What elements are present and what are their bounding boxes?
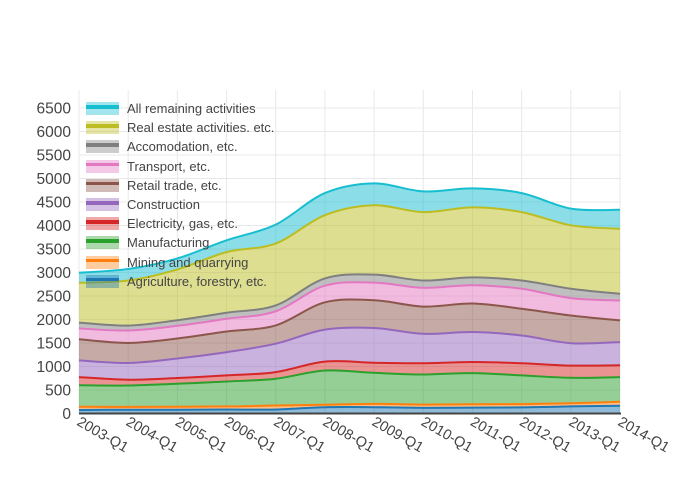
legend-item-mining-and-quarrying[interactable]: Mining and quarrying — [86, 253, 274, 272]
y-tick-label: 3000 — [37, 265, 72, 282]
legend-item-electricity-gas-etc[interactable]: Electricity, gas, etc. — [86, 214, 274, 233]
y-tick-label: 500 — [45, 383, 71, 400]
area-boundary-line-8 — [78, 204, 621, 284]
legend-item-real-estate-activities-etc[interactable]: Real estate activities. etc. — [86, 118, 274, 137]
y-tick-label: 2500 — [37, 289, 72, 306]
area-band-4 — [79, 327, 620, 380]
legend-label: Retail trade, etc. — [127, 177, 222, 193]
y-tick-label: 1500 — [37, 336, 72, 353]
area-boundary-line-3 — [78, 360, 621, 381]
area-boundary-line-7 — [78, 273, 621, 327]
legend-label: Accomodation, etc. — [127, 139, 238, 155]
legend-swatch-line — [86, 143, 119, 147]
legend-label: All remaining activities — [127, 101, 256, 117]
area-band-8 — [79, 205, 620, 326]
area-band-5 — [79, 299, 620, 364]
y-tick-label: 4000 — [37, 218, 72, 235]
legend-item-accomodation-etc[interactable]: Accomodation, etc. — [86, 137, 274, 156]
legend-item-manufacturing[interactable]: Manufacturing — [86, 233, 274, 252]
legend-label: Real estate activities. etc. — [127, 120, 275, 136]
x-tick-label: 2014-Q1 — [615, 414, 672, 456]
y-tick-label: 0 — [62, 406, 71, 423]
legend-swatch-line — [86, 201, 119, 205]
y-tick-label: 3500 — [37, 242, 72, 259]
legend-item-agriculture-forestry-etc[interactable]: Agriculture, forestry, etc. — [86, 272, 274, 291]
x-tick-label: 2005-Q1 — [172, 414, 229, 456]
legend-label: Mining and quarrying — [127, 254, 249, 270]
x-tick-label: 2010-Q1 — [418, 414, 475, 456]
area-boundary-line-1 — [78, 400, 621, 408]
y-tick-label: 5500 — [37, 148, 72, 165]
legend-label: Electricity, gas, etc. — [127, 216, 239, 232]
y-tick-label: 5000 — [37, 171, 72, 188]
legend-swatch-icon — [86, 274, 119, 288]
legend-swatch-line — [86, 258, 119, 263]
area-band-9 — [79, 183, 620, 283]
legend-swatch-line — [86, 220, 119, 224]
legend-item-transport-etc[interactable]: Transport, etc. — [86, 157, 274, 176]
legend-label: Transport, etc. — [127, 158, 211, 174]
legend-swatch-icon — [86, 198, 119, 212]
legend-swatch-icon — [86, 236, 119, 250]
legend: All remaining activities Real estate acti… — [86, 99, 274, 291]
x-tick-label: 2007-Q1 — [271, 414, 328, 456]
y-tick-label: 1000 — [37, 359, 72, 376]
x-tick-label: 2006-Q1 — [222, 414, 279, 456]
legend-swatch-line — [86, 162, 119, 167]
legend-swatch-icon — [86, 121, 119, 135]
area-band-6 — [79, 282, 620, 344]
y-tick-label: 2000 — [37, 312, 72, 329]
legend-swatch-line — [86, 124, 119, 128]
legend-swatch-line — [86, 239, 119, 243]
area-boundary-line-6 — [78, 281, 621, 332]
legend-label: Manufacturing — [127, 235, 210, 251]
legend-swatch-icon — [86, 140, 119, 154]
x-tick-label: 2009-Q1 — [369, 414, 426, 456]
area-boundary-line-4 — [78, 326, 621, 365]
legend-label: Agriculture, forestry, etc. — [127, 273, 267, 289]
y-tick-label: 6000 — [37, 124, 72, 141]
y-tick-label: 4500 — [37, 195, 72, 212]
legend-swatch-line — [86, 105, 119, 109]
legend-item-all-remaining-activities[interactable]: All remaining activities — [86, 99, 274, 118]
x-tick-label: 2003-Q1 — [74, 414, 131, 456]
legend-swatch-icon — [86, 159, 119, 173]
legend-swatch-icon — [86, 255, 119, 269]
legend-swatch-icon — [86, 178, 119, 192]
area-boundary-line-9 — [78, 182, 621, 274]
area-band-3 — [79, 361, 620, 386]
legend-swatch-line — [86, 181, 119, 186]
x-tick-label: 2011-Q1 — [467, 414, 523, 456]
legend-item-construction[interactable]: Construction — [86, 195, 274, 214]
x-tick-label: 2012-Q1 — [517, 414, 574, 456]
area-boundary-line-2 — [78, 369, 621, 387]
area-boundary-line-5 — [78, 298, 621, 345]
area-band-1 — [79, 401, 620, 410]
legend-item-retail-trade-etc[interactable]: Retail trade, etc. — [86, 176, 274, 195]
x-tick-label: 2013-Q1 — [566, 414, 623, 456]
area-band-2 — [79, 370, 620, 407]
legend-swatch-line — [86, 277, 119, 282]
legend-label: Construction — [127, 197, 200, 213]
legend-swatch-icon — [86, 102, 119, 116]
legend-swatch-icon — [86, 217, 119, 231]
area-band-7 — [79, 274, 620, 331]
area-boundary-line-0 — [78, 404, 621, 411]
x-tick-label: 2008-Q1 — [320, 414, 377, 456]
y-tick-label: 6500 — [37, 101, 72, 118]
x-tick-label: 2004-Q1 — [123, 414, 180, 456]
